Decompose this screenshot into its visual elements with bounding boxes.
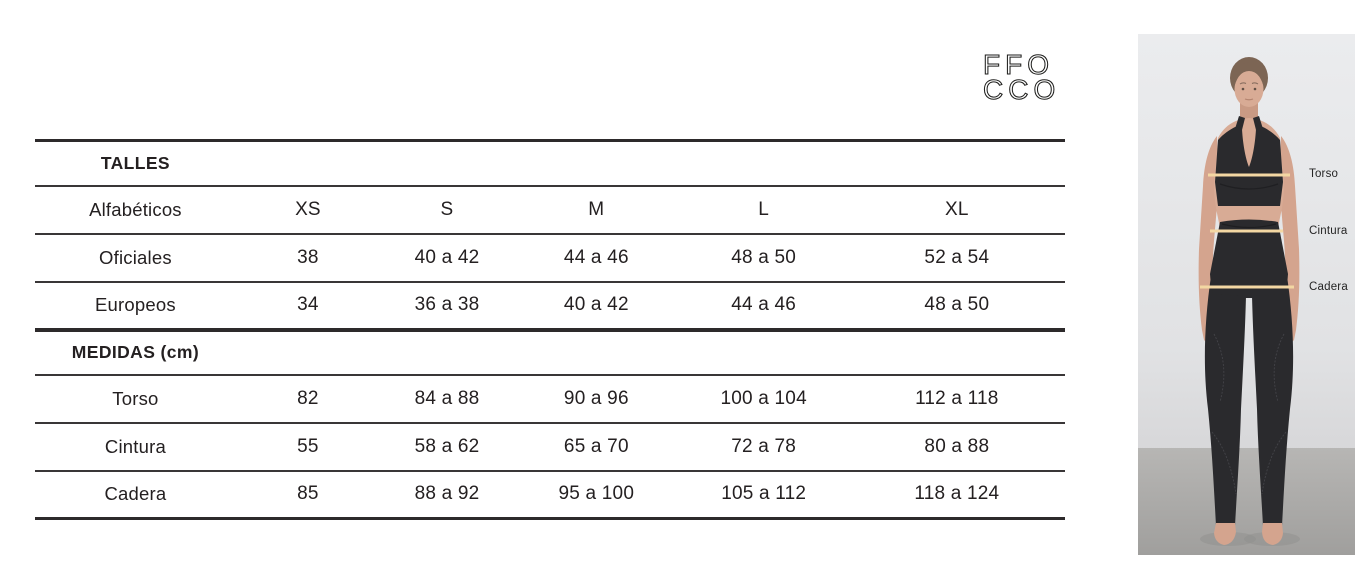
section-header-row: TALLES <box>35 141 1065 186</box>
section-title: TALLES <box>100 152 170 173</box>
size-cell: S <box>440 198 454 220</box>
size-cell: 65 a 70 <box>563 435 629 457</box>
empty-cell <box>849 330 1065 375</box>
size-cell: 72 a 78 <box>731 435 797 457</box>
row-label: Alfabéticos <box>89 198 182 220</box>
empty-cell <box>679 330 849 375</box>
size-cell: 84 a 88 <box>414 387 480 409</box>
size-cell: 48 a 50 <box>924 294 990 315</box>
size-cell: 82 <box>297 387 319 409</box>
row-label: Oficiales <box>99 246 172 268</box>
empty-cell <box>236 330 380 375</box>
size-cell: 40 a 42 <box>414 246 480 268</box>
size-cell: 36 a 38 <box>414 294 480 315</box>
size-cell: 90 a 96 <box>563 387 629 409</box>
size-cell: 34 <box>297 294 319 315</box>
size-cell: 55 <box>297 435 319 457</box>
empty-cell <box>514 141 679 186</box>
size-cell: 44 a 46 <box>563 246 629 268</box>
size-chart: TALLES Alfabéticos XS S M L XL Oficiales 38 40 a … <box>35 139 1065 520</box>
size-cell: 118 a 124 <box>914 483 1000 505</box>
section-title: MEDIDAS (cm) <box>71 342 200 362</box>
size-cell: 105 a 112 <box>721 483 807 505</box>
model-arms <box>1198 136 1300 344</box>
size-cell: 52 a 54 <box>924 246 990 268</box>
model-photo: Torso Cintura Cadera <box>1138 34 1355 555</box>
size-cell: 100 a 104 <box>720 387 807 409</box>
model-figure-illustration <box>1138 34 1355 555</box>
size-cell: 58 a 62 <box>414 435 480 457</box>
row-label: Cadera <box>104 483 167 505</box>
size-cell: 112 a 118 <box>915 387 999 409</box>
measure-label-cadera: Cadera <box>1309 281 1348 293</box>
table-row: Torso 82 84 a 88 90 a 96 100 a 104 112 a 118 <box>35 374 1065 423</box>
photo-floor <box>1138 448 1355 555</box>
row-label: Cintura <box>104 435 166 457</box>
empty-cell <box>849 141 1065 186</box>
size-chart-body: TALLES Alfabéticos XS S M L XL Oficiales 38 40 a … <box>35 141 1065 519</box>
size-chart-table: TALLES Alfabéticos XS S M L XL Oficiales 38 40 a … <box>35 139 1065 520</box>
table-row: Oficiales 38 40 a 42 44 a 46 48 a 50 52 a 54 <box>35 233 1065 282</box>
table-row: Cadera 85 88 a 92 95 a 100 105 a 112 118 a 12… <box>35 470 1065 519</box>
size-cell: 95 a 100 <box>558 483 635 505</box>
leggings <box>1204 219 1294 526</box>
size-cell: 48 a 50 <box>731 246 797 268</box>
sports-bra <box>1215 116 1283 206</box>
size-cell: 38 <box>297 246 319 268</box>
table-row: Cintura 55 58 a 62 65 a 70 72 a 78 80 a 88 <box>35 422 1065 471</box>
brand-logo-line: FFO <box>982 49 1054 80</box>
size-cell: L <box>758 198 770 220</box>
size-cell: XS <box>295 198 321 220</box>
table-row: Alfabéticos XS S M L XL <box>35 185 1065 234</box>
brand-logo-line: CCO <box>982 74 1061 105</box>
model-feet <box>1214 523 1283 545</box>
table-row: Europeos 34 36 a 38 40 a 42 44 a 46 48 a 50 <box>35 281 1065 330</box>
size-cell: 85 <box>297 483 319 505</box>
measurement-lines <box>1200 173 1294 289</box>
size-cell: M <box>588 198 605 220</box>
empty-cell <box>514 330 679 375</box>
row-label: Torso <box>112 387 159 409</box>
empty-cell <box>380 141 514 186</box>
section-header-row: MEDIDAS (cm) <box>35 329 1065 375</box>
size-cell: XL <box>945 198 969 220</box>
size-cell: 88 a 92 <box>414 483 480 505</box>
size-cell: 44 a 46 <box>731 294 797 315</box>
row-label: Europeos <box>95 294 176 315</box>
model-head <box>1230 57 1268 122</box>
empty-cell <box>679 141 849 186</box>
size-cell: 40 a 42 <box>563 294 629 315</box>
brand-logo: FFO CCO <box>982 49 1061 105</box>
measure-label-torso: Torso <box>1309 168 1339 180</box>
empty-cell <box>380 330 514 375</box>
measure-label-cintura: Cintura <box>1309 225 1348 237</box>
empty-cell <box>236 141 380 186</box>
size-cell: 80 a 88 <box>924 435 990 457</box>
